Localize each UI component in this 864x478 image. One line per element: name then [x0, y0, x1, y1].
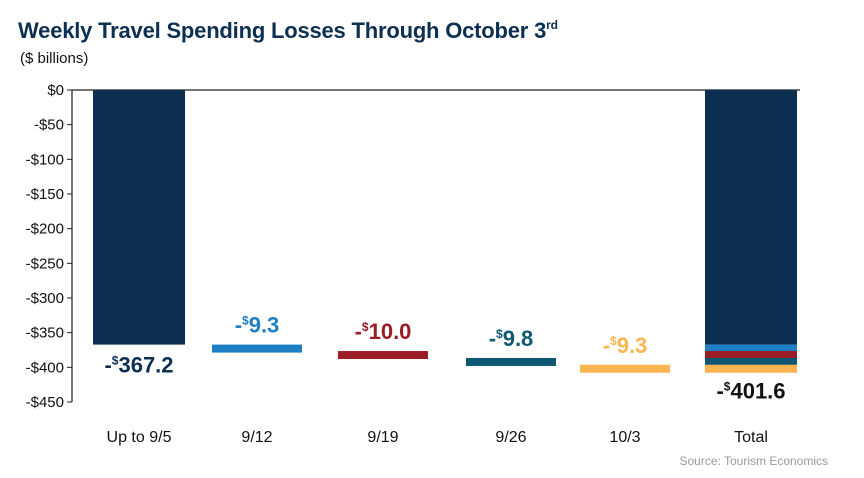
bar-9-26 [466, 357, 556, 366]
y-tick-label: -$150 [26, 186, 64, 203]
bar-10-3 [580, 364, 670, 373]
y-tick-label: -$400 [26, 359, 64, 376]
bar-up-to-9-5 [93, 90, 185, 345]
total-bar-segment [705, 364, 797, 373]
x-category-label: 9/19 [367, 429, 398, 446]
x-category-label: Up to 9/5 [107, 429, 172, 446]
chart-subtitle: ($ billions) [20, 50, 89, 67]
x-category-label: Total [734, 429, 768, 446]
x-category-label: 9/26 [495, 429, 526, 446]
y-tick-label: -$200 [26, 221, 64, 238]
total-data-label: -$401.6 [716, 378, 785, 403]
y-tick-label: -$300 [26, 290, 64, 307]
total-bar-segment [705, 357, 797, 366]
chart-source: Source: Tourism Economics [679, 454, 829, 468]
data-label: -$9.8 [489, 326, 534, 351]
data-label: -$10.0 [355, 319, 412, 344]
y-tick-label: -$350 [26, 325, 64, 342]
x-category-label: 9/12 [241, 429, 272, 446]
chart-title: Weekly Travel Spending Losses Through Oc… [18, 18, 558, 43]
bar-9-12 [212, 344, 302, 353]
data-label: -$367.2 [104, 353, 173, 378]
total-bar-segment [705, 344, 797, 353]
y-tick-label: -$50 [34, 117, 64, 134]
y-tick-label: -$450 [26, 394, 64, 411]
total-bar-segment [705, 351, 797, 360]
y-tick-label: $0 [47, 82, 64, 99]
total-bar-segment [705, 90, 797, 345]
x-category-label: 10/3 [609, 429, 640, 446]
bar-9-19 [338, 351, 428, 360]
y-tick-label: -$100 [26, 151, 64, 168]
data-label: -$9.3 [235, 313, 280, 338]
data-label: -$9.3 [603, 333, 648, 358]
y-tick-label: -$250 [26, 255, 64, 272]
